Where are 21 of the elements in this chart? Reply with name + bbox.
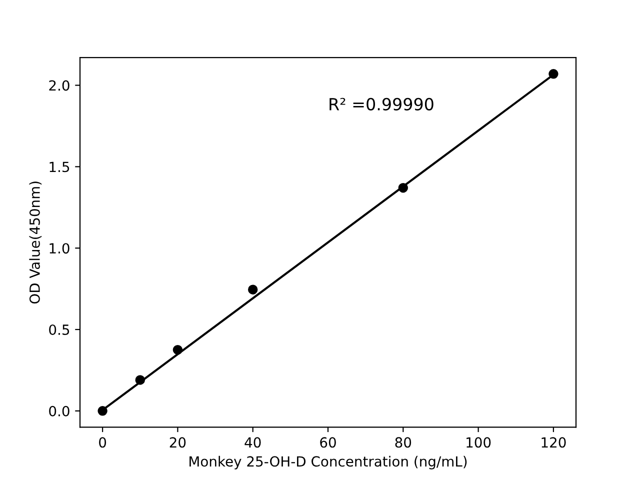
x-axis-title: Monkey 25-OH-D Concentration (ng/mL) xyxy=(190,456,467,470)
y-tick-label: 1.0 xyxy=(50,243,70,254)
y-axis-title: OD Value(450nm) xyxy=(29,182,42,304)
x-tick-label: 40 xyxy=(244,437,261,448)
x-tick-label: 120 xyxy=(542,437,566,448)
y-tick-label: 2.0 xyxy=(49,80,70,91)
y-tick-label: 0.5 xyxy=(49,324,70,335)
point xyxy=(248,284,258,294)
point xyxy=(98,406,108,416)
point xyxy=(398,182,408,193)
point xyxy=(172,345,183,355)
y-tick-label: 1.5 xyxy=(50,162,70,172)
x-tick-label: 20 xyxy=(170,437,186,448)
x-tick-label: 100 xyxy=(466,437,491,448)
x-tick-label: 60 xyxy=(320,437,336,448)
x-tick-label: 0 xyxy=(99,437,106,448)
point xyxy=(135,375,145,385)
point xyxy=(548,69,558,79)
annotation: R² =0.99990 xyxy=(330,98,434,110)
x-tick-label: 80 xyxy=(395,437,412,448)
y-tick-label: 0.0 xyxy=(49,406,70,416)
